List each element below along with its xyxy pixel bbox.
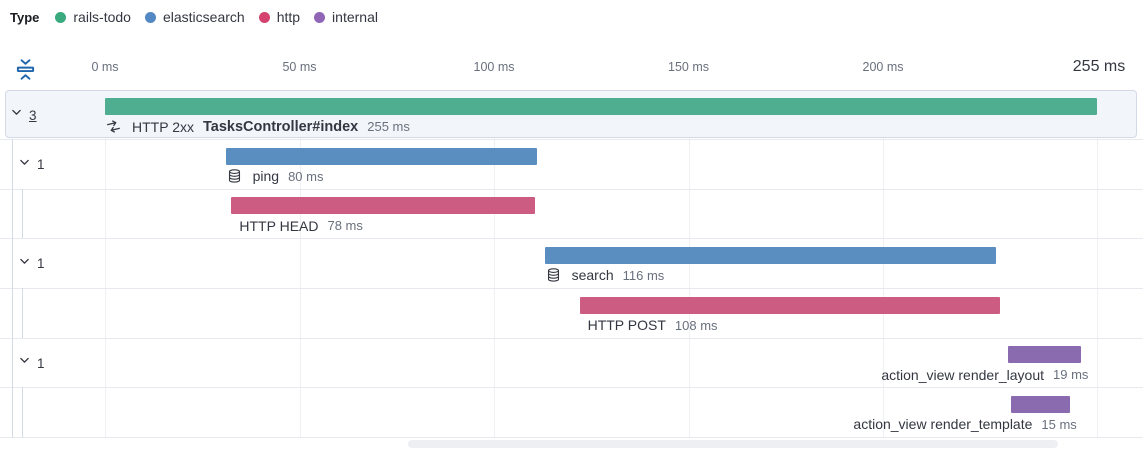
span-bar[interactable] <box>579 296 1000 314</box>
span-bar[interactable] <box>544 246 996 264</box>
item-name: action_view render_layout <box>881 366 1044 383</box>
legend-dot-icon <box>314 11 326 23</box>
type-legend: Type rails-todo elasticsearch http internal <box>10 9 378 25</box>
collapse-all-button[interactable] <box>13 57 37 84</box>
axis-tick-label: 0 ms <box>91 60 119 74</box>
item-name: TasksController#index <box>202 118 359 135</box>
transaction-label[interactable]: HTTP 2xx TasksController#index 255 ms <box>106 118 410 136</box>
accordion-guide <box>22 188 23 239</box>
accordion-toggle[interactable]: 3 <box>10 106 37 124</box>
span-label[interactable]: HTTP HEAD 78 ms <box>239 217 363 235</box>
span-label[interactable]: HTTP POST 108 ms <box>588 316 718 334</box>
item-name: action_view render_template <box>853 416 1033 433</box>
item-duration: 19 ms <box>1053 367 1089 383</box>
item-duration: 15 ms <box>1041 416 1077 432</box>
axis-tick-label: 200 ms <box>862 60 904 74</box>
span-label[interactable]: search 116 ms <box>546 266 665 284</box>
row-separator <box>0 238 1143 240</box>
span-bar[interactable] <box>1007 346 1082 364</box>
item-name: HTTP POST <box>587 317 666 334</box>
item-name: HTTP HEAD <box>239 217 319 234</box>
child-count[interactable]: 1 <box>37 355 45 371</box>
span-bar[interactable] <box>1011 395 1070 413</box>
gridline <box>105 89 106 437</box>
item-duration: 80 ms <box>288 168 324 184</box>
accordion-guide <box>12 139 13 437</box>
database-icon <box>546 267 561 283</box>
accordion-toggle[interactable]: 1 <box>18 255 45 273</box>
chevron-down-icon <box>18 255 31 273</box>
span-bar[interactable] <box>225 147 537 165</box>
transaction-bar[interactable] <box>105 98 1097 115</box>
row-separator <box>0 139 1143 141</box>
row-separator <box>0 188 1143 190</box>
span-label[interactable]: action_view render_layout 19 ms <box>881 366 1088 384</box>
axis-tick-label: 50 ms <box>282 60 317 74</box>
item-name: ping <box>252 168 280 185</box>
legend-title: Type <box>10 9 40 25</box>
span-label[interactable]: ping 80 ms <box>227 167 324 185</box>
item-duration: 255 ms <box>367 119 410 134</box>
axis-tick-label: 150 ms <box>668 60 710 74</box>
accordion-toggle[interactable]: 1 <box>18 354 45 372</box>
merge-icon <box>106 119 121 134</box>
legend-item-rails-todo: rails-todo <box>55 9 131 25</box>
child-count[interactable]: 3 <box>29 107 37 123</box>
gridline <box>1097 89 1098 437</box>
row-separator <box>0 437 1143 438</box>
row-separator <box>0 387 1143 389</box>
item-name: search <box>571 267 614 284</box>
legend-item-elasticsearch: elasticsearch <box>144 9 245 25</box>
row-separator <box>0 288 1143 290</box>
gridline <box>494 89 495 437</box>
accordion-guide <box>22 288 23 338</box>
gridline <box>300 89 301 437</box>
item-duration: 116 ms <box>622 267 665 283</box>
accordion-toggle[interactable]: 1 <box>18 156 45 174</box>
span-label[interactable]: action_view render_template 15 ms <box>853 415 1076 433</box>
child-count[interactable]: 1 <box>37 256 45 272</box>
fold-icon <box>15 57 36 85</box>
result-label: HTTP 2xx <box>132 118 194 135</box>
item-duration: 108 ms <box>674 317 718 333</box>
row-separator <box>0 337 1143 339</box>
horizontal-scrollbar-thumb[interactable] <box>408 440 1058 448</box>
legend-item-internal: internal <box>314 9 378 25</box>
legend-item-label: http <box>276 9 301 25</box>
legend-dot-icon <box>258 11 270 23</box>
legend-item-label: rails-todo <box>73 9 131 25</box>
chevron-down-icon <box>10 106 23 124</box>
axis-tick-label: 100 ms <box>473 60 515 74</box>
axis-tick-label: 255 ms <box>1072 58 1126 75</box>
child-count[interactable]: 1 <box>37 157 45 173</box>
chevron-down-icon <box>18 156 31 174</box>
database-icon <box>227 168 242 184</box>
legend-item-http: http <box>258 9 301 25</box>
item-duration: 78 ms <box>327 218 363 234</box>
accordion-guide <box>22 387 23 437</box>
span-bar[interactable] <box>231 197 535 215</box>
legend-dot-icon <box>55 11 67 23</box>
legend-dot-icon <box>144 11 156 23</box>
chevron-down-icon <box>18 354 31 372</box>
legend-item-label: elasticsearch <box>162 9 245 25</box>
legend-item-label: internal <box>332 9 378 25</box>
